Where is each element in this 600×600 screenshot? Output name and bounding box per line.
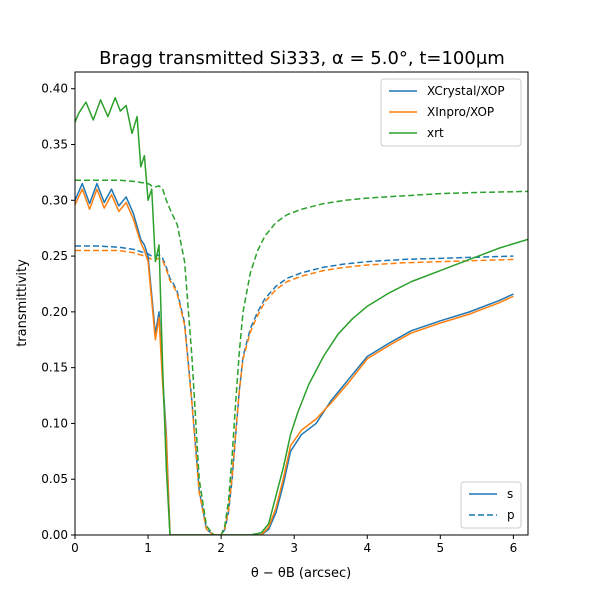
legend-label: XCrystal/XOP [427,84,505,98]
legend-programs: XCrystal/XOP XInpro/XOP xrt [380,78,522,147]
series-line-xcrystal-xop-s [75,182,514,535]
y-tick-label: 0.00 [41,528,68,542]
y-axis: 0.00 0.05 0.10 0.15 0.20 0.25 0.30 0.35 0.40 [41,82,75,542]
chart-title: Bragg transmitted Si333, α = 5.0°, t=100… [99,48,505,69]
legend-label: s [507,487,513,501]
legend-label: xrt [427,126,444,140]
series-line-xcrystal-xop-p [75,245,514,535]
y-tick-label: 0.25 [41,249,68,263]
x-axis-label: θ − θB (arcsec) [251,566,351,581]
x-axis: 0 1 2 3 4 5 6 [71,535,517,555]
y-tick-label: 0.15 [41,361,68,375]
plot-background [75,72,528,535]
series-layer [75,96,528,535]
y-tick-label: 0.40 [41,82,68,96]
legend-polarization: sp [460,481,522,529]
x-tick-label: 1 [144,541,152,555]
plot-frame [74,71,529,536]
y-tick-label: 0.20 [41,305,68,319]
y-tick-label: 0.10 [41,416,68,430]
series-group [75,96,528,535]
series-line-xrt-s [75,96,528,535]
x-tick-label: 5 [437,541,445,555]
x-tick-label: 0 [71,541,79,555]
legend-label: XInpro/XOP [427,105,494,119]
x-tick-label: 6 [510,541,518,555]
series-line-xinpro-xop-p [75,249,514,535]
x-tick-label: 3 [290,541,298,555]
y-tick-label: 0.30 [41,193,68,207]
x-tick-label: 4 [363,541,371,555]
series-line-xinpro-xop-s [75,188,514,535]
y-tick-label: 0.05 [41,472,68,486]
plot-area [74,71,529,536]
legend-label: p [507,508,515,522]
y-axis-label: transmittivity [15,259,30,347]
legend-programs-box [380,78,522,147]
x-tick-label: 2 [217,541,225,555]
y-tick-label: 0.35 [41,138,68,152]
